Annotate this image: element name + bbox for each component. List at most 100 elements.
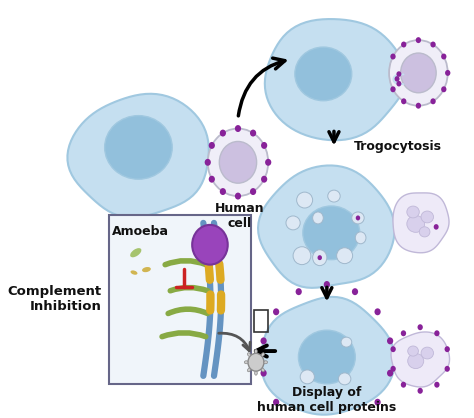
- Circle shape: [248, 353, 264, 371]
- Circle shape: [261, 176, 267, 183]
- Circle shape: [418, 324, 423, 330]
- Circle shape: [374, 308, 381, 315]
- Circle shape: [396, 71, 401, 77]
- Ellipse shape: [401, 53, 436, 93]
- Circle shape: [387, 370, 393, 377]
- Ellipse shape: [356, 232, 366, 244]
- Bar: [109, 215, 251, 384]
- Circle shape: [418, 388, 423, 394]
- Circle shape: [445, 70, 450, 76]
- Ellipse shape: [408, 353, 424, 369]
- Ellipse shape: [299, 330, 356, 384]
- Polygon shape: [265, 19, 406, 140]
- Text: Amoeba: Amoeba: [112, 225, 169, 238]
- Circle shape: [390, 54, 396, 59]
- Ellipse shape: [421, 347, 434, 359]
- Circle shape: [261, 142, 267, 149]
- Circle shape: [416, 37, 421, 43]
- Ellipse shape: [264, 361, 267, 364]
- Circle shape: [318, 255, 322, 260]
- Text: Display of
human cell proteins: Display of human cell proteins: [257, 386, 396, 414]
- Ellipse shape: [105, 116, 172, 179]
- Ellipse shape: [247, 368, 251, 372]
- Circle shape: [265, 159, 271, 166]
- Ellipse shape: [245, 361, 248, 364]
- Ellipse shape: [261, 353, 264, 356]
- Ellipse shape: [341, 337, 352, 347]
- Circle shape: [273, 399, 279, 406]
- Circle shape: [430, 41, 436, 48]
- Text: Complement
Inhibition: Complement Inhibition: [8, 285, 102, 314]
- Circle shape: [445, 366, 450, 372]
- Circle shape: [324, 281, 330, 288]
- Circle shape: [434, 382, 439, 387]
- Text: Human
cell: Human cell: [215, 202, 264, 230]
- Ellipse shape: [421, 211, 434, 223]
- Circle shape: [220, 130, 226, 137]
- Polygon shape: [391, 332, 449, 387]
- Circle shape: [235, 125, 241, 132]
- Circle shape: [390, 87, 396, 92]
- Circle shape: [356, 215, 360, 220]
- Circle shape: [296, 288, 302, 295]
- Ellipse shape: [408, 346, 419, 356]
- Circle shape: [387, 337, 393, 344]
- Polygon shape: [393, 193, 449, 253]
- Text: Trogocytosis: Trogocytosis: [354, 140, 442, 153]
- Polygon shape: [261, 297, 395, 415]
- Circle shape: [391, 366, 396, 372]
- Circle shape: [261, 370, 267, 377]
- Circle shape: [192, 225, 228, 265]
- Circle shape: [261, 337, 267, 344]
- Circle shape: [209, 142, 215, 149]
- Circle shape: [434, 224, 438, 229]
- Circle shape: [401, 98, 406, 104]
- Circle shape: [374, 399, 381, 406]
- Circle shape: [401, 330, 406, 336]
- Ellipse shape: [297, 192, 313, 208]
- Ellipse shape: [142, 267, 151, 272]
- Bar: [254, 310, 268, 332]
- Circle shape: [401, 382, 406, 387]
- Circle shape: [396, 81, 401, 87]
- Circle shape: [220, 188, 226, 195]
- Ellipse shape: [313, 250, 327, 265]
- Ellipse shape: [255, 371, 257, 375]
- Polygon shape: [258, 166, 395, 288]
- Ellipse shape: [286, 216, 300, 230]
- Ellipse shape: [352, 212, 364, 224]
- Circle shape: [250, 130, 256, 137]
- Ellipse shape: [219, 141, 256, 183]
- Circle shape: [441, 54, 447, 59]
- Circle shape: [352, 288, 358, 295]
- Ellipse shape: [300, 370, 314, 384]
- Circle shape: [205, 159, 211, 166]
- Ellipse shape: [130, 270, 137, 275]
- Circle shape: [434, 330, 439, 336]
- Circle shape: [416, 103, 421, 109]
- Ellipse shape: [338, 373, 351, 385]
- Circle shape: [445, 346, 450, 352]
- Ellipse shape: [389, 40, 448, 106]
- Ellipse shape: [293, 247, 311, 265]
- Polygon shape: [67, 94, 209, 217]
- Ellipse shape: [295, 47, 352, 101]
- Ellipse shape: [407, 215, 425, 232]
- Circle shape: [209, 176, 215, 183]
- Ellipse shape: [208, 129, 268, 196]
- Circle shape: [273, 308, 279, 315]
- Ellipse shape: [407, 206, 419, 218]
- Ellipse shape: [328, 190, 340, 202]
- Circle shape: [430, 98, 436, 104]
- Circle shape: [250, 188, 256, 195]
- Circle shape: [441, 87, 447, 92]
- Circle shape: [394, 76, 400, 82]
- Ellipse shape: [130, 248, 141, 257]
- Circle shape: [401, 41, 406, 48]
- Ellipse shape: [337, 248, 353, 264]
- Ellipse shape: [303, 206, 360, 260]
- Ellipse shape: [255, 349, 257, 353]
- Ellipse shape: [261, 368, 264, 372]
- Circle shape: [235, 193, 241, 199]
- Ellipse shape: [313, 212, 323, 224]
